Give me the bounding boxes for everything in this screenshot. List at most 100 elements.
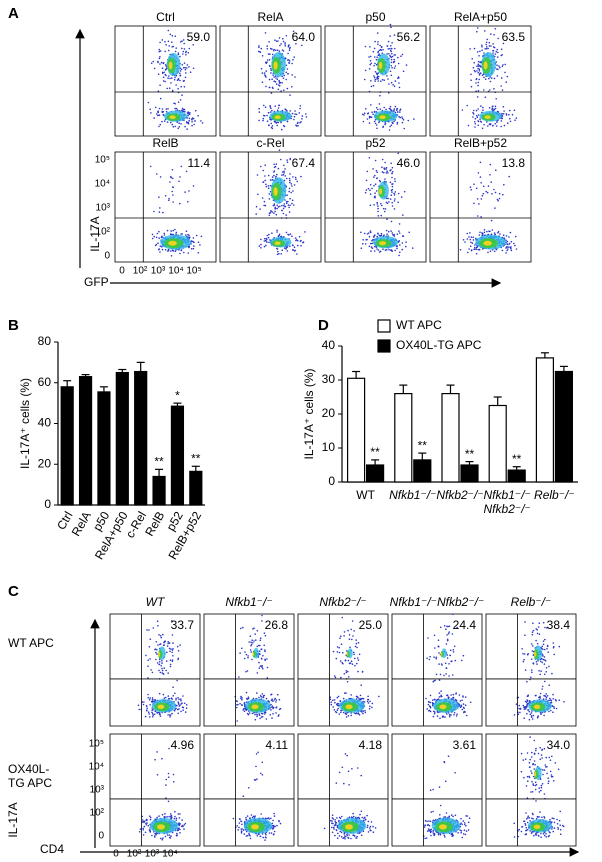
event-dot: [375, 124, 378, 126]
event-dot: [251, 639, 253, 641]
event-dot: [169, 716, 171, 718]
event-dot: [239, 818, 241, 820]
density: [513, 736, 565, 838]
event-dot: [145, 705, 148, 707]
event-dot: [340, 836, 343, 838]
event-dot: [479, 64, 481, 67]
event-dot: [454, 698, 457, 701]
event-dot: [265, 244, 267, 247]
event-dot: [264, 237, 266, 240]
event-dot: [525, 826, 528, 829]
event-dot: [464, 823, 466, 826]
event-dot: [240, 627, 242, 630]
event-dot: [449, 654, 451, 657]
event-dot: [524, 634, 526, 636]
event-dot: [272, 833, 275, 835]
event-dot: [172, 648, 174, 650]
event-dot: [439, 673, 442, 676]
event-dot: [391, 67, 393, 69]
event-dot: [272, 713, 274, 715]
event-dot: [299, 122, 301, 124]
event-dot: [159, 56, 161, 58]
event-dot: [479, 176, 482, 178]
event-dot: [165, 65, 168, 67]
event-dot: [350, 660, 353, 662]
event-dot: [363, 78, 366, 81]
event-dot: [529, 830, 531, 832]
event-dot: [261, 55, 264, 57]
event-dot: [172, 201, 174, 203]
event-dot: [178, 122, 180, 124]
event-dot: [238, 826, 240, 829]
event-dot: [509, 120, 512, 123]
event-dot: [270, 69, 273, 72]
event-dot: [159, 635, 162, 637]
event-dot: [478, 55, 480, 57]
event-dot: [427, 828, 430, 830]
event-dot: [447, 632, 450, 635]
event-dot: [289, 110, 292, 112]
event-dot: [247, 655, 249, 657]
event-dot: [520, 830, 523, 833]
event-dot: [343, 782, 345, 785]
event-dot: [280, 253, 283, 255]
event-dot: [391, 191, 393, 193]
event-dot: [290, 183, 293, 185]
event-dot: [294, 176, 297, 179]
event-dot: [389, 125, 391, 128]
event-dot: [323, 827, 326, 830]
event-dot: [260, 648, 263, 650]
density-core: [439, 704, 447, 710]
event-dot: [163, 232, 165, 235]
event-dot: [172, 773, 175, 776]
event-dot: [180, 698, 182, 700]
event-dot: [184, 822, 187, 825]
event-dot: [286, 246, 289, 248]
event-dot: [393, 67, 396, 69]
event-dot: [173, 817, 176, 820]
event-dot: [250, 651, 252, 653]
event-dot: [263, 713, 266, 715]
event-dot: [532, 714, 535, 717]
event-dot: [380, 49, 383, 51]
event-dot: [262, 181, 264, 183]
event-dot: [350, 714, 353, 717]
event-dot: [393, 54, 396, 56]
event-dot: [432, 788, 434, 791]
event-dot: [281, 249, 284, 251]
event-dot: [486, 38, 489, 41]
event-dot: [463, 707, 465, 709]
event-dot: [346, 650, 348, 652]
event-dot: [518, 828, 520, 831]
event-dot: [374, 122, 377, 125]
event-dot: [270, 47, 272, 50]
event-dot: [296, 122, 299, 125]
event-dot: [438, 692, 441, 694]
event-dot: [266, 658, 268, 660]
event-dot: [263, 115, 266, 117]
event-dot: [268, 86, 271, 89]
event-dot: [177, 88, 179, 90]
event-dot: [527, 700, 529, 702]
event-dot: [172, 229, 174, 232]
event-dot: [260, 772, 262, 775]
event-dot: [150, 669, 152, 671]
event-dot: [490, 219, 493, 222]
event-dot: [272, 819, 274, 822]
event-dot: [170, 175, 172, 178]
event-dot: [182, 709, 184, 711]
event-dot: [331, 814, 334, 816]
event-dot: [278, 37, 281, 39]
event-dot: [178, 126, 181, 128]
event-dot: [394, 249, 397, 252]
event-dot: [258, 46, 260, 49]
event-dot: [180, 123, 182, 125]
event-dot: [269, 111, 272, 113]
event-dot: [170, 817, 172, 819]
event-dot: [366, 118, 369, 120]
event-dot: [523, 717, 525, 719]
event-dot: [182, 39, 185, 41]
event-dot: [193, 123, 195, 126]
event-dot: [553, 827, 556, 829]
event-dot: [368, 115, 371, 118]
